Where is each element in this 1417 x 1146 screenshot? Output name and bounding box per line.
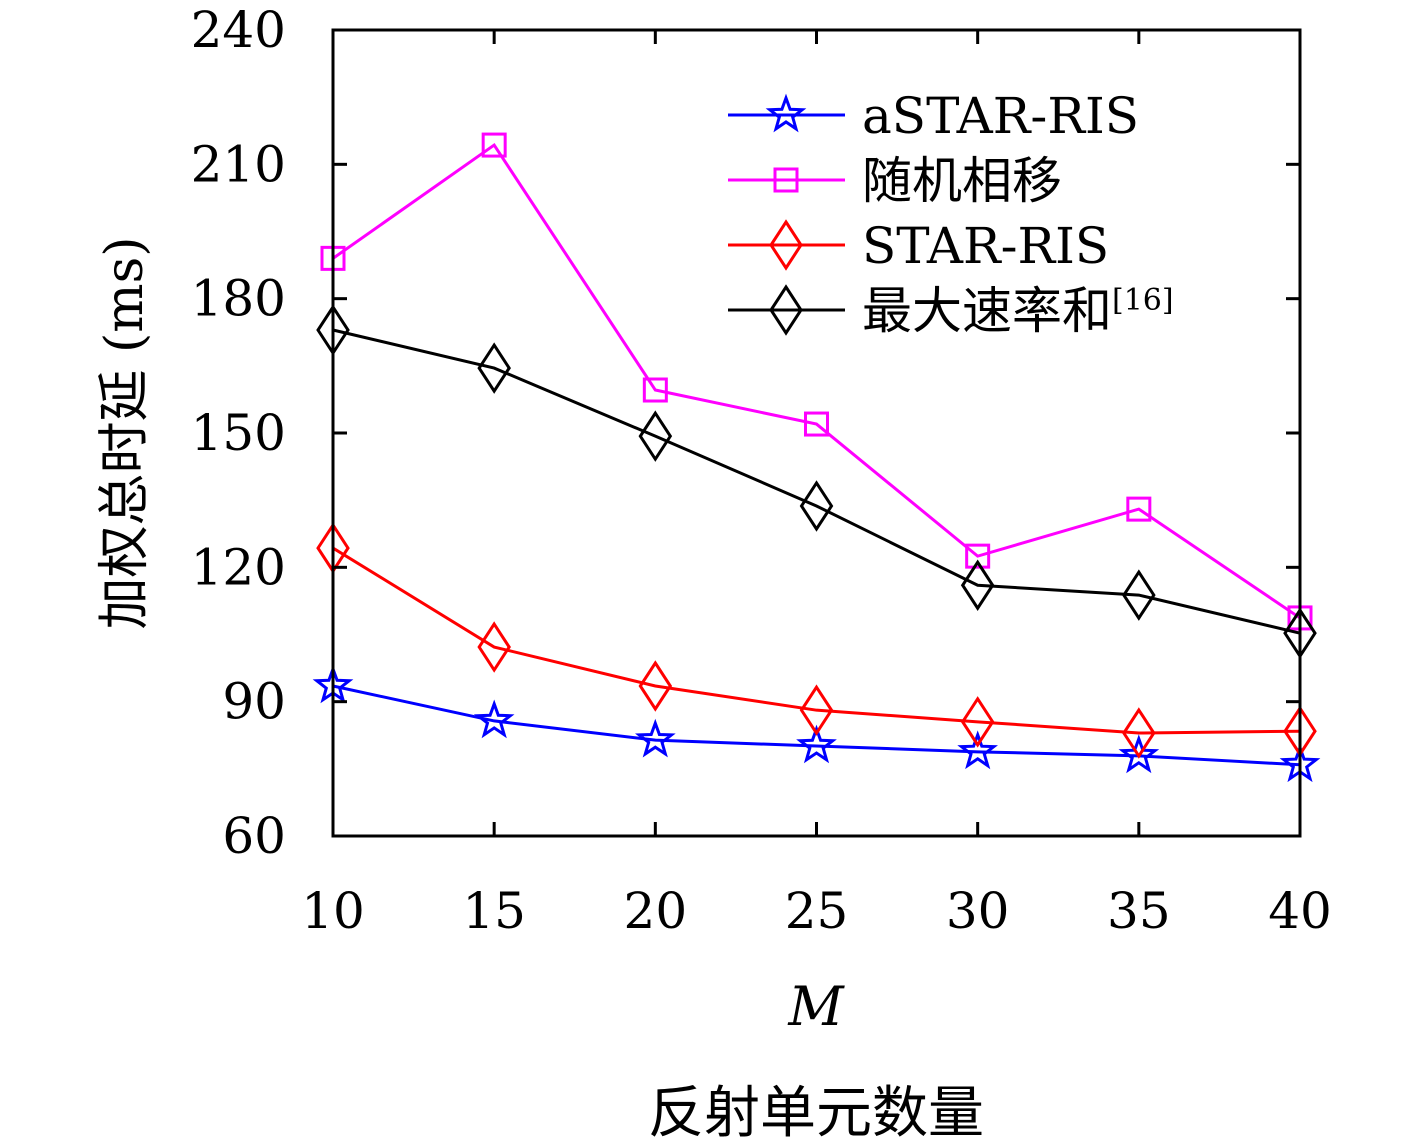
legend-name: aSTAR-RIS	[862, 87, 1139, 145]
legend-name: 随机相移	[862, 152, 1062, 210]
data-point-square	[1126, 496, 1152, 522]
axis-ticks: 10 15 20 25 30 35 40 60 90 120 150 180 210 240	[191, 1, 1332, 940]
y-axis-label: 加权总时延 (ms)	[95, 236, 155, 629]
legend-entry: STAR-RIS	[728, 217, 1109, 275]
legend-label: aSTAR-RIS	[862, 87, 1139, 145]
data-point-diamond	[799, 480, 834, 532]
data-point-diamond	[638, 660, 673, 712]
legend-reference: [16]	[1112, 283, 1174, 318]
legend-marker-diamond	[769, 219, 803, 271]
series-line	[332, 328, 1301, 635]
legend-entry: 最大速率和[16]	[728, 282, 1174, 340]
legend-entry: 随机相移	[728, 152, 1062, 210]
data-point-diamond	[638, 410, 673, 462]
data-point-star	[796, 724, 837, 764]
data-point-diamond	[1122, 569, 1156, 621]
data-point-square	[642, 377, 668, 403]
legend-entry: aSTAR-RIS	[728, 87, 1139, 145]
legend-label: 最大速率和[16]	[862, 282, 1174, 340]
data-point-diamond	[799, 684, 834, 736]
data-point-square	[965, 543, 991, 569]
legend-label: STAR-RIS	[862, 217, 1109, 275]
data-point-diamond	[477, 621, 511, 673]
series-1	[320, 132, 1313, 631]
x-tick-label: 25	[785, 882, 849, 940]
y-tick-label: 210	[191, 135, 286, 193]
data-point-diamond	[960, 559, 995, 611]
x-tick-label: 35	[1107, 882, 1171, 940]
x-tick-label: 10	[301, 882, 365, 940]
series-3	[316, 304, 1317, 659]
series-layer	[312, 132, 1321, 783]
y-tick-label: 90	[222, 673, 286, 731]
y-tick-label: 240	[191, 1, 286, 59]
legend-name: 最大速率和	[862, 282, 1112, 340]
x-axis-label: M	[787, 975, 845, 1038]
series-2	[316, 522, 1317, 759]
y-tick-label: 60	[222, 807, 286, 865]
data-point-diamond	[960, 696, 995, 748]
legend: aSTAR-RIS 随机相移 STAR-RIS 最大速率和[16]	[728, 87, 1174, 340]
x-axis-sublabel: 反射单元数量	[648, 1081, 984, 1146]
data-point-star	[1118, 734, 1160, 774]
legend-marker-diamond	[769, 284, 803, 336]
x-tick-label: 20	[624, 882, 688, 940]
data-point-square	[481, 132, 507, 158]
data-point-diamond	[477, 342, 511, 394]
x-tick-label: 30	[946, 882, 1010, 940]
legend-marker-star	[765, 93, 807, 133]
y-tick-label: 180	[191, 270, 286, 328]
legend-label: 随机相移	[862, 152, 1062, 210]
data-point-diamond	[1122, 707, 1156, 759]
data-point-star	[957, 730, 998, 770]
y-tick-label: 120	[191, 538, 286, 596]
series-line	[332, 546, 1301, 735]
data-point-square	[804, 411, 829, 437]
data-point-star	[473, 699, 515, 739]
x-tick-label: 15	[462, 882, 526, 940]
legend-marker-square	[773, 167, 799, 193]
x-tick-label: 40	[1268, 882, 1332, 940]
series-line	[332, 142, 1301, 620]
y-tick-label: 150	[191, 404, 286, 462]
data-point-star	[635, 718, 676, 758]
legend-name: STAR-RIS	[862, 217, 1109, 275]
